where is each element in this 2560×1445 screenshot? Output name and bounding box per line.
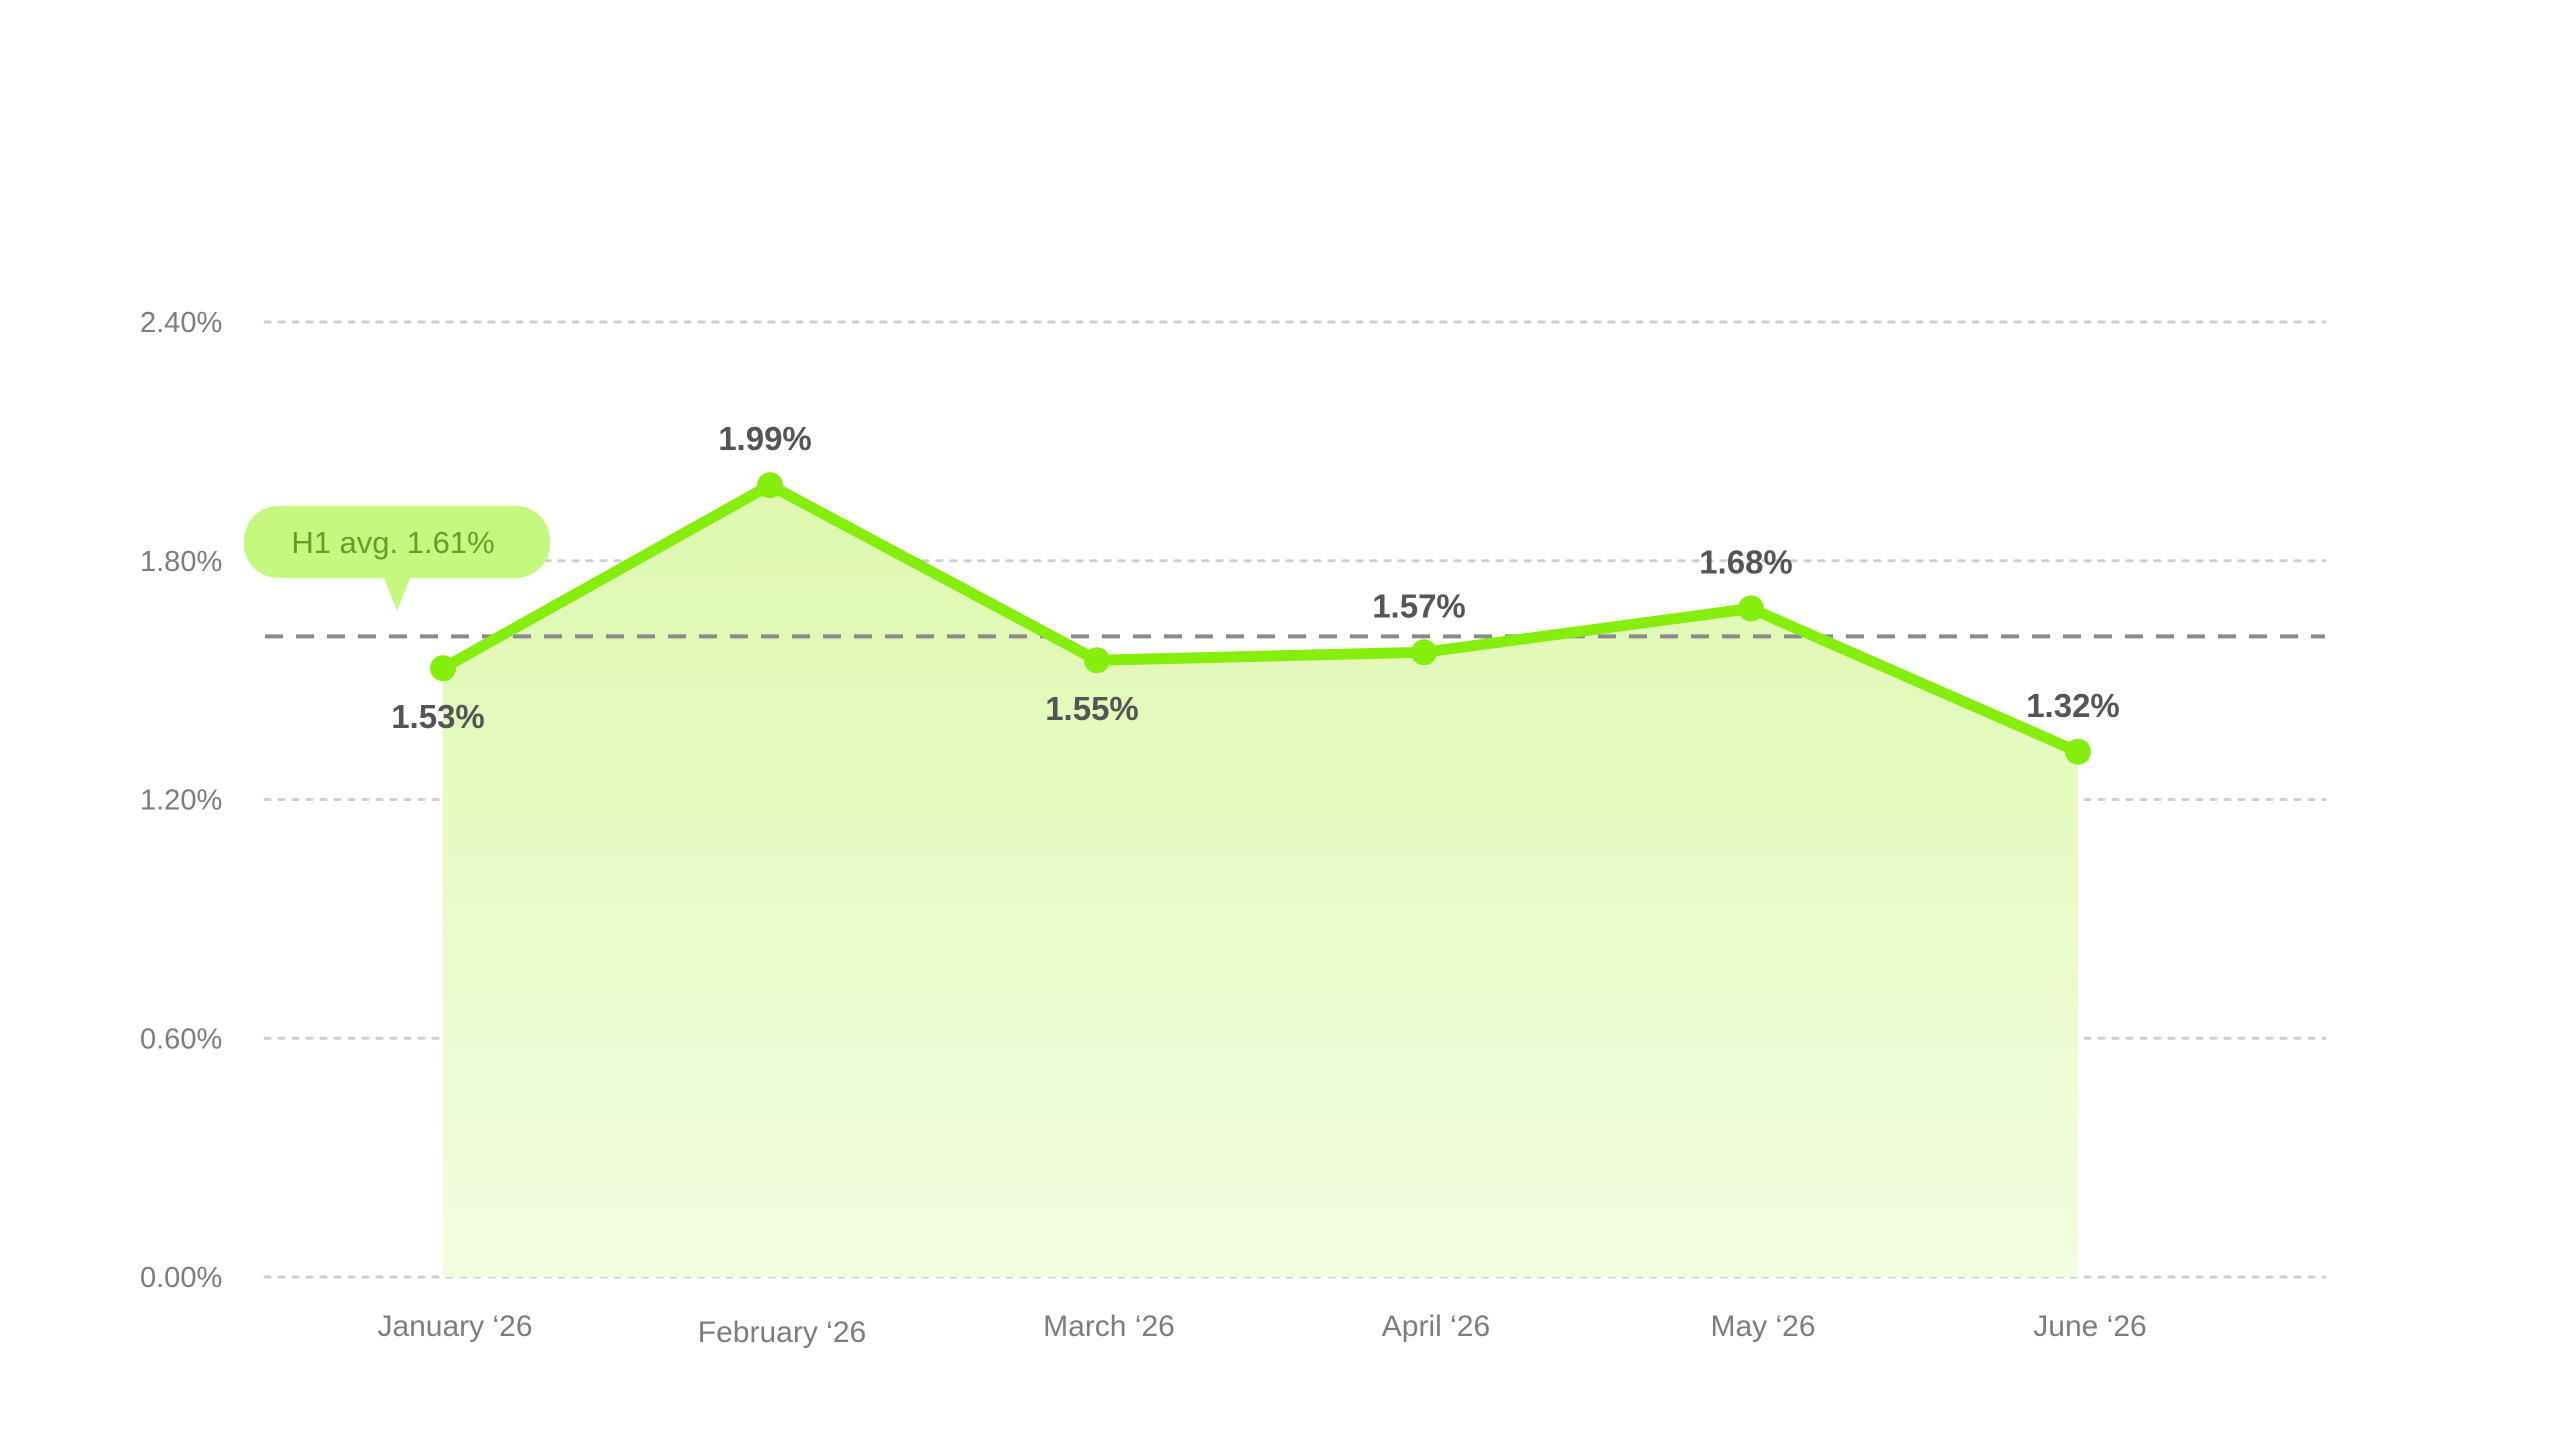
y-axis: 0.00% 0.60% 1.20% 1.80% 2.40%	[140, 307, 222, 1294]
average-badge-bg	[244, 506, 550, 578]
series-line	[437, 479, 2084, 758]
data-point[interactable]	[1738, 595, 1764, 622]
x-tick-label: March ‘26	[1043, 1310, 1175, 1343]
data-point[interactable]	[1084, 647, 1110, 674]
x-tick-label: May ‘26	[1710, 1310, 1815, 1343]
area-fill-shape	[443, 485, 2078, 1277]
average-badge: H1 avg. 1.61%	[244, 506, 550, 611]
y-tick-label: 1.80%	[140, 546, 222, 578]
data-label: 1.68%	[1699, 544, 1793, 581]
data-label: 1.53%	[391, 698, 485, 735]
x-tick-label: January ‘26	[377, 1310, 532, 1343]
data-label: 1.57%	[1372, 587, 1466, 624]
data-label: 1.55%	[1045, 690, 1139, 727]
data-point[interactable]	[2065, 738, 2091, 765]
x-tick-label: April ‘26	[1382, 1310, 1490, 1343]
data-labels: 1.53% 1.99% 1.55% 1.57% 1.68% 1.32%	[391, 420, 2120, 735]
y-tick-label: 0.60%	[140, 1023, 222, 1055]
data-label: 1.99%	[718, 420, 812, 457]
data-point[interactable]	[1411, 639, 1437, 666]
data-label: 1.32%	[2026, 687, 2120, 724]
x-tick-label: June ‘26	[2033, 1310, 2146, 1343]
average-badge-label: H1 avg. 1.61%	[291, 525, 494, 560]
average-badge-pointer	[383, 576, 411, 611]
y-tick-label: 2.40%	[140, 307, 222, 339]
data-point[interactable]	[430, 655, 456, 682]
y-tick-label: 1.20%	[140, 785, 222, 817]
area-fill	[443, 485, 2078, 1277]
x-axis: January ‘26 February ‘26 March ‘26 April ‘2…	[377, 1310, 2146, 1349]
average-reference: H1 avg. 1.61%	[244, 506, 2325, 639]
y-tick-label: 0.00%	[140, 1262, 222, 1294]
series-line-path	[437, 479, 2084, 758]
data-point[interactable]	[757, 472, 783, 499]
x-tick-label: February ‘26	[698, 1316, 866, 1349]
data-points	[430, 472, 2091, 765]
